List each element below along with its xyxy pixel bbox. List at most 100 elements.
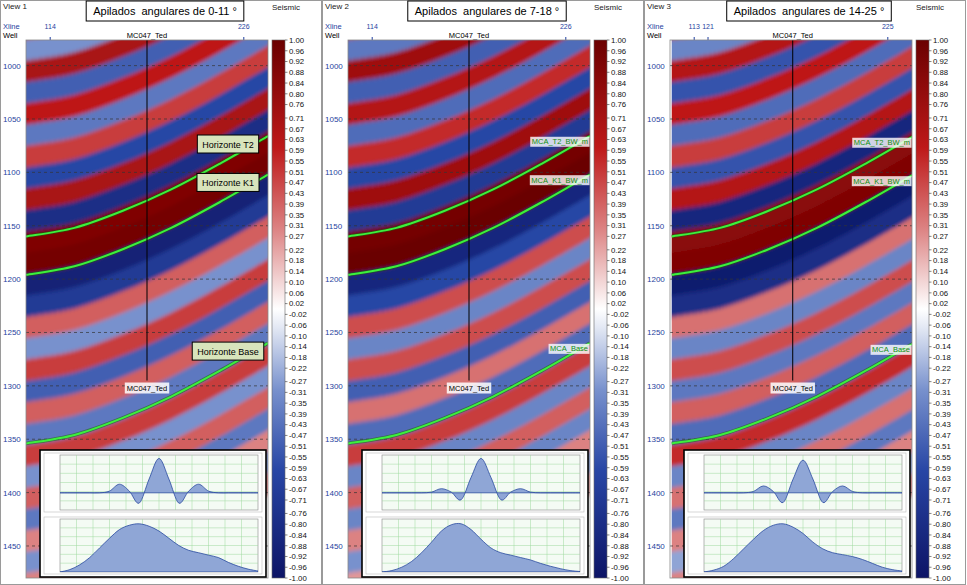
colorbar-tick (929, 214, 932, 215)
colorbar-tick-label: 1.00 (289, 36, 305, 45)
colorbar-tick (607, 467, 610, 468)
colorbar-tick-label: 0.63 (611, 135, 626, 144)
colorbar-tick (285, 368, 288, 369)
y-tick-label: 1000 (647, 62, 665, 71)
y-tick-label: 1400 (325, 489, 343, 498)
colorbar-tick (607, 413, 610, 414)
colorbar-tick-label: 0.63 (933, 135, 948, 144)
title-box (408, 1, 566, 21)
y-tick-label: 1400 (3, 489, 21, 498)
colorbar-tick-label: -0.67 (611, 485, 629, 494)
horizon-halo (672, 343, 912, 443)
colorbar-tick-label: 0.10 (611, 278, 627, 287)
y-tick-label: 1350 (647, 435, 665, 444)
y-tick-label: 1200 (325, 275, 343, 284)
colorbar-tick (929, 236, 932, 237)
grid-line (670, 65, 912, 66)
colorbar-tick-label: -0.59 (933, 464, 951, 473)
well-name-bottom: MC047_Ted (773, 384, 813, 393)
colorbar-tick (285, 478, 288, 479)
colorbar-tick-label: 0.92 (933, 57, 948, 66)
colorbar-tick-label: 0.18 (611, 256, 626, 265)
horizon-halo (672, 136, 912, 236)
label-patch (447, 383, 491, 394)
colorbar-tick-label: -0.55 (611, 453, 629, 462)
colorbar-tick-label: -0.10 (289, 332, 307, 341)
colorbar-tick (607, 150, 610, 151)
x-tick-label: 114 (367, 23, 378, 30)
colorbar-title: Seismic (594, 3, 622, 12)
inset-plot (382, 455, 580, 510)
colorbar-tick-label: -0.80 (933, 520, 951, 529)
x-tick (372, 37, 373, 40)
inset-curve (60, 524, 258, 572)
colorbar-tick-label: -0.51 (611, 442, 629, 451)
colorbar-tick-label: 0.96 (611, 47, 626, 56)
y-tick-label: 1100 (325, 168, 343, 177)
colorbar-tick-label: 0.51 (933, 168, 948, 177)
colorbar-tick (285, 118, 288, 119)
colorbar-tick (607, 72, 610, 73)
horizon-label: MCA_T2_BW_m (532, 137, 588, 146)
colorbar-tick-label: -0.59 (289, 464, 307, 473)
horizon-label-box (197, 173, 259, 191)
y-tick-label: 1200 (3, 275, 21, 284)
y-tick-label: 1100 (647, 168, 665, 177)
colorbar-tick (285, 446, 288, 447)
inset-grid (704, 527, 902, 528)
colorbar-tick-label: 0.10 (289, 278, 305, 287)
colorbar-tick (929, 424, 932, 425)
colorbar (272, 40, 285, 578)
label-patch (125, 383, 169, 394)
colorbar-tick-label: -0.67 (933, 485, 951, 494)
colorbar-tick (607, 335, 610, 336)
colorbar-tick-label: 0.92 (611, 57, 626, 66)
inset-frame (40, 450, 266, 577)
colorbar-tick (929, 403, 932, 404)
colorbar-tick-label: 0.59 (611, 146, 626, 155)
colorbar-tick-label: -0.27 (933, 377, 951, 386)
colorbar-tick-label: -0.63 (933, 474, 951, 483)
colorbar-tick (285, 413, 288, 414)
inset-grid (382, 536, 580, 537)
colorbar-tick (929, 314, 932, 315)
inset-plot (704, 455, 902, 510)
colorbar-tick-label: -0.18 (611, 353, 629, 362)
colorbar-tick-label: 0.39 (289, 200, 304, 209)
colorbar-tick-label: 0.35 (933, 211, 949, 220)
colorbar-tick (929, 40, 932, 41)
colorbar-tick (607, 182, 610, 183)
colorbar-tick-label: 0.55 (611, 157, 627, 166)
colorbar-tick-label: -0.14 (289, 342, 307, 351)
colorbar-tick (607, 292, 610, 293)
horizon-halo (672, 175, 912, 275)
label-patch (549, 344, 590, 354)
colorbar-tick-label: 0.59 (289, 146, 304, 155)
colorbar-tick-label: -0.88 (289, 542, 307, 551)
colorbar-tick (285, 403, 288, 404)
colorbar-tick-label: 0.84 (289, 79, 305, 88)
colorbar-tick (607, 381, 610, 382)
x-tick-label: 113 (689, 23, 700, 30)
colorbar (594, 40, 607, 578)
colorbar-tick-label: -0.02 (289, 310, 307, 319)
colorbar-tick-label: -0.55 (289, 453, 307, 462)
colorbar-tick (285, 292, 288, 293)
colorbar-tick (929, 489, 932, 490)
inset-curve (704, 524, 902, 572)
colorbar-tick (285, 489, 288, 490)
colorbar-tick-label: 0.27 (933, 232, 948, 241)
colorbar-tick (607, 424, 610, 425)
colorbar-tick-label: 1.00 (611, 36, 627, 45)
inset-grid (382, 527, 580, 528)
colorbar-tick (285, 249, 288, 250)
well-axis-label: Well (647, 31, 662, 40)
colorbar-tick (285, 335, 288, 336)
colorbar-tick (285, 50, 288, 51)
colorbar-tick-label: 0.10 (933, 278, 949, 287)
inset-curve (382, 458, 580, 500)
colorbar-tick (929, 150, 932, 151)
colorbar-tick-label: 0.18 (933, 256, 948, 265)
colorbar-tick (929, 357, 932, 358)
y-tick-label: 1450 (647, 542, 665, 551)
